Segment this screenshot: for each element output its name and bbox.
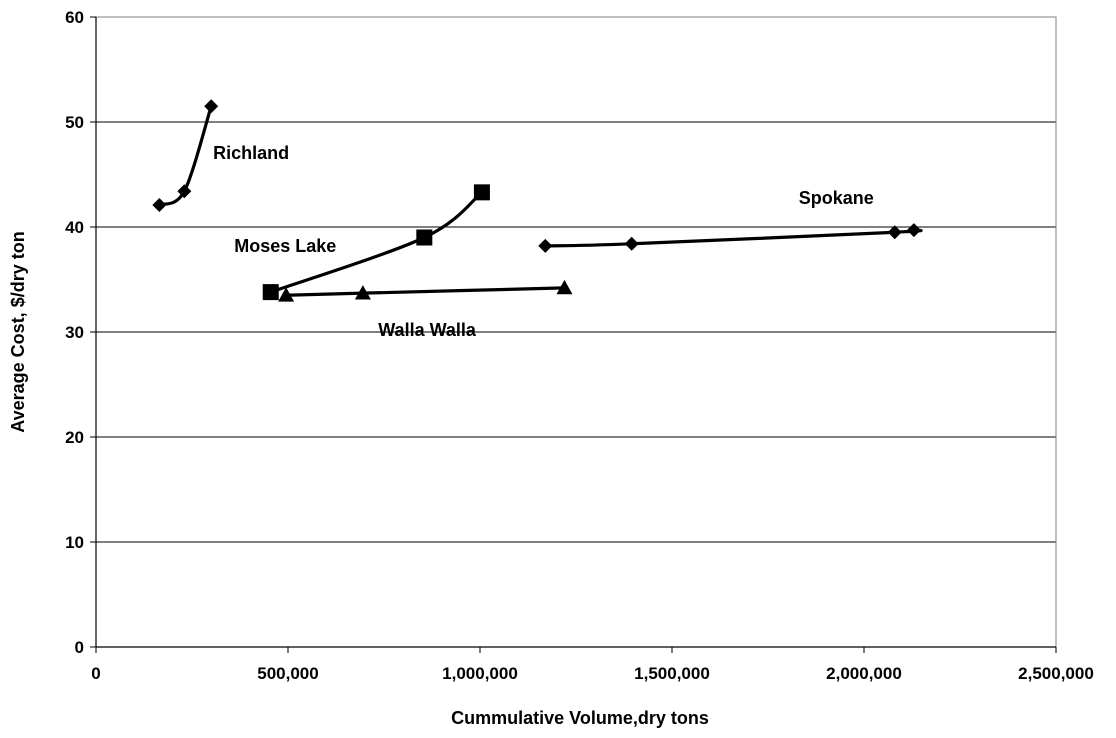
series-line-walla-walla — [286, 286, 565, 297]
x-axis-title: Cummulative Volume,dry tons — [451, 708, 709, 728]
series-label-walla-walla: Walla Walla — [378, 320, 477, 340]
x-tick-label: 1,500,000 — [634, 664, 710, 683]
series-label-moses-lake: Moses Lake — [234, 236, 336, 256]
data-point-spokane-2 — [624, 236, 639, 251]
x-tick-label: 0 — [91, 664, 100, 683]
gridlines — [96, 16, 1056, 543]
data-point-spokane-4 — [906, 223, 921, 238]
series-labels: Richland Moses Lake Spokane Walla Walla — [213, 143, 874, 340]
data-point-richland-3 — [204, 99, 219, 114]
series-label-spokane: Spokane — [799, 188, 874, 208]
data-point-moses-lake-2 — [416, 229, 433, 246]
y-tick-label: 60 — [65, 8, 84, 27]
series-walla-walla — [278, 279, 573, 302]
series-layer — [152, 99, 923, 302]
y-tick-label: 50 — [65, 113, 84, 132]
y-tick-label: 20 — [65, 428, 84, 447]
x-tick-label: 1,000,000 — [442, 664, 518, 683]
data-point-spokane-1 — [538, 238, 553, 253]
x-tick-label: 2,000,000 — [826, 664, 902, 683]
data-point-moses-lake-3 — [473, 184, 490, 201]
y-axis-ticks: 0 10 20 30 40 50 60 — [65, 8, 96, 657]
data-point-spokane-3 — [887, 225, 902, 240]
data-point-walla-walla-1 — [278, 287, 295, 302]
data-point-walla-walla-2 — [354, 285, 371, 300]
series-spokane — [538, 223, 923, 253]
series-moses-lake — [262, 184, 490, 301]
series-line-spokane — [545, 228, 923, 248]
y-tick-label: 0 — [75, 638, 84, 657]
y-axis-title: Average Cost, $/dry ton — [8, 231, 28, 432]
x-tick-label: 2,500,000 — [1018, 664, 1094, 683]
data-point-moses-lake-1 — [262, 284, 279, 301]
x-axis-ticks: 0 500,000 1,000,000 1,500,000 2,000,000 2,500… — [91, 647, 1094, 683]
series-label-richland: Richland — [213, 143, 289, 163]
series-richland — [152, 99, 219, 212]
data-point-walla-walla-3 — [556, 279, 573, 295]
data-point-richland-2 — [177, 184, 192, 199]
x-tick-label: 500,000 — [257, 664, 318, 683]
series-line-moses-lake — [270, 191, 483, 294]
y-tick-label: 10 — [65, 533, 84, 552]
data-point-richland-1 — [152, 197, 167, 212]
y-tick-label: 40 — [65, 218, 84, 237]
y-tick-label: 30 — [65, 323, 84, 342]
